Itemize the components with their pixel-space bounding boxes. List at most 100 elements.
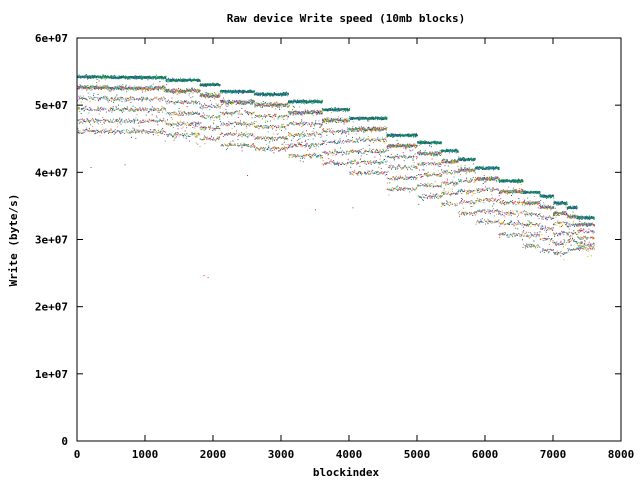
data-point xyxy=(310,124,312,126)
data-point xyxy=(125,131,127,133)
data-point xyxy=(104,87,106,89)
data-point xyxy=(253,91,254,93)
data-point xyxy=(81,108,83,109)
data-point xyxy=(245,123,247,125)
data-point xyxy=(206,136,208,138)
data-point xyxy=(127,87,129,89)
data-point xyxy=(173,91,175,93)
data-point xyxy=(135,120,137,122)
data-point xyxy=(139,77,141,79)
data-point xyxy=(292,109,293,111)
data-point xyxy=(151,114,153,116)
data-point xyxy=(85,77,87,79)
data-point xyxy=(133,87,135,89)
data-point xyxy=(99,76,101,78)
data-point xyxy=(157,111,159,113)
data-point xyxy=(175,136,177,138)
data-point xyxy=(279,104,281,106)
data-point xyxy=(226,102,228,104)
data-point xyxy=(184,134,186,136)
data-point xyxy=(211,83,213,85)
data-point xyxy=(111,121,112,123)
data-point xyxy=(84,107,86,109)
data-point xyxy=(106,88,108,90)
data-point xyxy=(183,92,185,94)
data-point xyxy=(162,109,164,111)
data-point xyxy=(198,79,200,81)
data-point xyxy=(201,104,202,106)
data-point xyxy=(80,118,82,120)
data-point xyxy=(299,101,300,103)
data-point xyxy=(83,109,85,111)
data-point xyxy=(303,145,305,147)
data-point xyxy=(169,79,171,81)
data-point xyxy=(126,77,128,79)
data-point xyxy=(210,83,211,85)
data-point xyxy=(176,112,177,114)
data-point xyxy=(80,101,82,103)
data-point xyxy=(87,75,89,77)
data-point xyxy=(202,112,204,114)
data-point xyxy=(302,99,304,100)
data-point xyxy=(254,103,256,105)
data-point xyxy=(233,135,235,137)
data-point xyxy=(305,100,307,102)
data-point xyxy=(226,133,228,135)
data-point xyxy=(117,123,119,125)
data-point xyxy=(269,95,271,97)
data-point xyxy=(255,147,257,149)
data-point xyxy=(138,97,140,99)
data-point xyxy=(273,94,275,96)
data-point xyxy=(207,93,209,95)
data-point xyxy=(276,93,278,95)
data-point xyxy=(228,92,230,94)
data-point xyxy=(246,144,248,146)
data-point xyxy=(299,143,301,145)
data-point xyxy=(157,90,159,92)
data-point xyxy=(105,75,107,77)
data-point xyxy=(97,107,99,109)
data-point xyxy=(224,102,226,104)
data-point xyxy=(207,106,209,108)
data-point xyxy=(264,138,266,140)
data-point xyxy=(255,105,257,107)
data-point xyxy=(237,102,239,103)
data-point xyxy=(254,117,256,118)
data-point xyxy=(212,83,214,85)
data-point xyxy=(304,157,306,159)
data-point xyxy=(305,109,307,111)
data-point xyxy=(183,121,185,123)
data-point xyxy=(172,77,174,79)
data-point xyxy=(268,127,270,129)
data-point xyxy=(129,87,131,89)
data-point xyxy=(268,147,270,149)
data-point xyxy=(157,89,159,91)
data-point xyxy=(281,103,283,105)
data-point xyxy=(308,134,310,135)
data-point xyxy=(259,126,260,128)
data-point xyxy=(163,96,165,98)
data-point xyxy=(137,77,139,79)
data-point xyxy=(207,116,209,118)
data-point xyxy=(232,99,234,101)
data-point xyxy=(111,78,113,80)
data-point xyxy=(260,92,262,94)
data-point xyxy=(164,120,166,122)
data-point xyxy=(127,132,129,134)
data-point xyxy=(309,148,311,149)
data-point xyxy=(82,86,84,88)
data-point xyxy=(277,102,278,104)
data-point xyxy=(297,100,299,102)
data-point xyxy=(197,132,199,134)
data-point xyxy=(90,88,91,89)
data-point xyxy=(158,109,160,111)
data-point xyxy=(103,98,105,100)
data-point xyxy=(249,134,251,136)
data-point xyxy=(287,104,289,106)
data-point xyxy=(295,155,297,157)
data-point xyxy=(89,96,91,98)
data-point xyxy=(119,122,121,124)
data-point xyxy=(265,120,267,122)
data-point xyxy=(261,103,263,105)
data-point xyxy=(81,88,83,90)
